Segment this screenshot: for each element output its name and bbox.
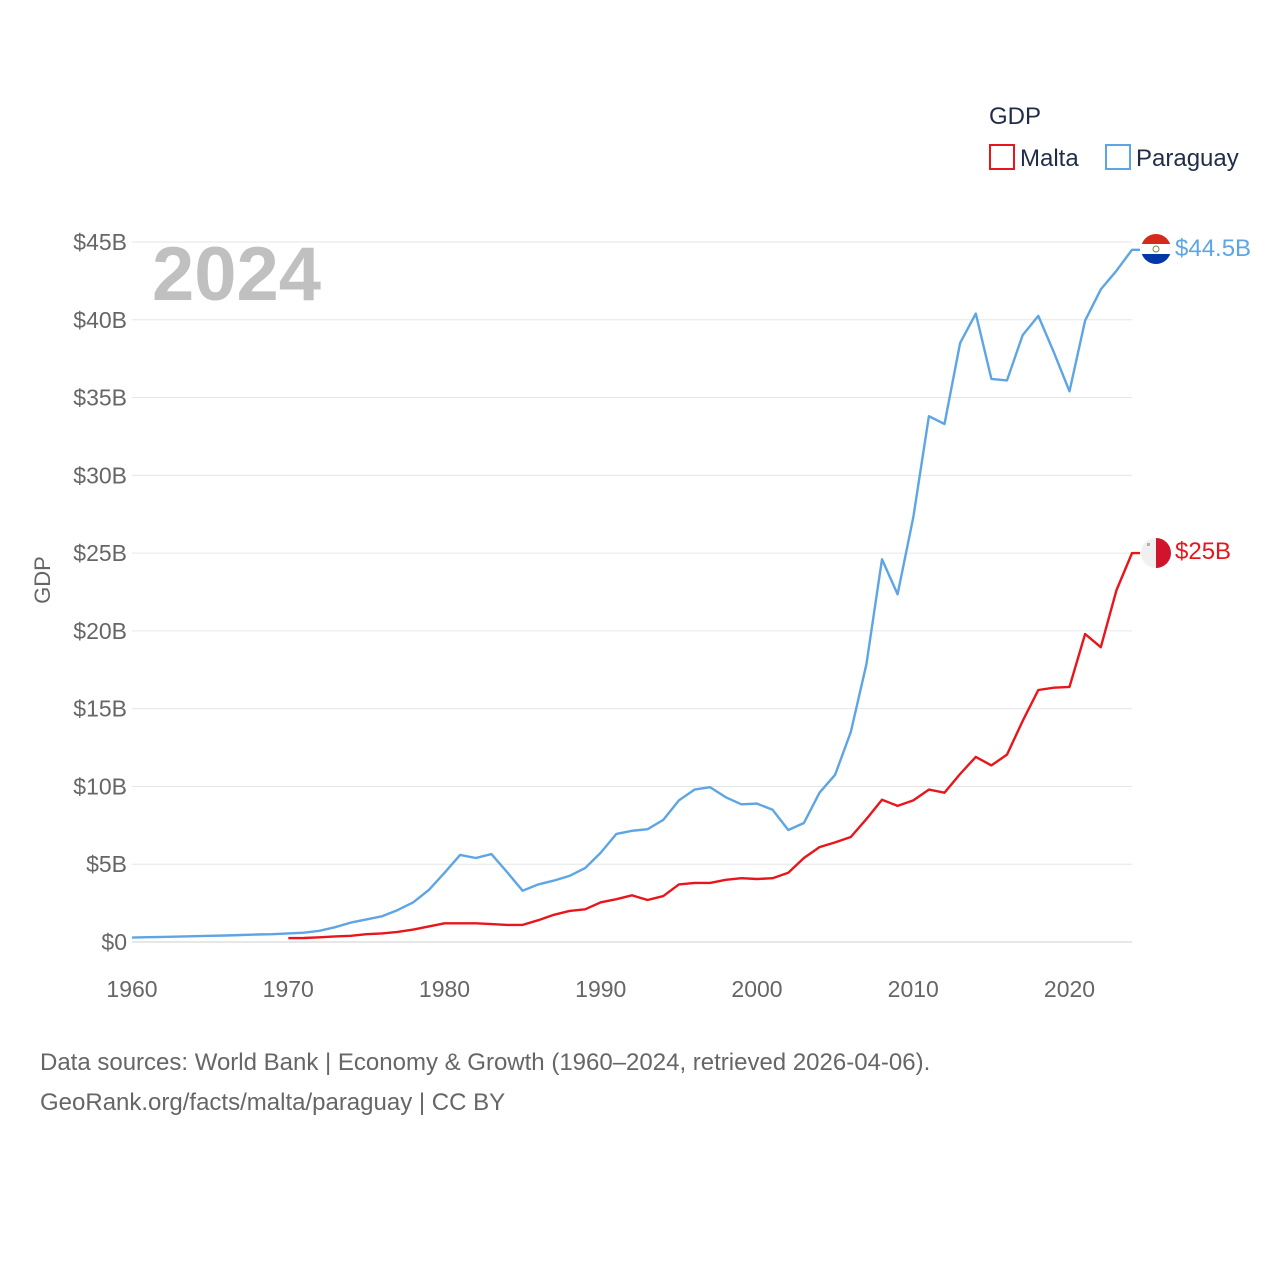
x-tick-label: 1960	[106, 976, 157, 1002]
legend-item-malta[interactable]: Malta	[989, 144, 1079, 172]
x-tick-label: 1970	[263, 976, 314, 1002]
x-tick-label: 2000	[731, 976, 782, 1002]
paraguay-end-label: $44.5B	[1175, 235, 1251, 262]
y-tick-label: $20B	[73, 618, 127, 644]
legend-label-paraguay: Paraguay	[1136, 145, 1239, 172]
source-line-1: Data sources: World Bank | Economy & Gro…	[40, 1049, 931, 1076]
legend-title: GDP	[989, 103, 1041, 130]
malta-end-label: $25B	[1175, 538, 1231, 565]
legend-swatch-paraguay	[1105, 144, 1131, 170]
paraguay-flag-icon	[1141, 234, 1171, 264]
x-tick-label: 1990	[575, 976, 626, 1002]
legend-swatch-malta	[989, 144, 1015, 170]
y-tick-label: $0	[101, 929, 127, 955]
source-line-2[interactable]: GeoRank.org/facts/malta/paraguay | CC BY	[40, 1089, 506, 1116]
series-line-malta	[288, 551, 1140, 940]
y-tick-label: $10B	[73, 773, 127, 799]
y-tick-label: $35B	[73, 385, 127, 411]
y-tick-label: $45B	[73, 229, 127, 255]
y-tick-label: $15B	[73, 696, 127, 722]
source-note: Data sources: World Bank | Economy & Gro…	[40, 1043, 930, 1123]
x-tick-label: 1980	[419, 976, 470, 1002]
y-tick-label: $5B	[86, 851, 127, 877]
year-label: 2024	[152, 232, 321, 317]
y-axis-title: GDP	[30, 556, 55, 604]
grid	[132, 241, 1132, 943]
x-axis-ticks: 1960 1970 1980 1990 2000 2010 2020	[106, 976, 1095, 1002]
legend-label-malta: Malta	[1020, 145, 1079, 172]
series	[131, 248, 1140, 940]
x-tick-label: 2010	[888, 976, 939, 1002]
series-line-paraguay	[131, 248, 1140, 939]
y-tick-label: $25B	[73, 540, 127, 566]
legend-item-paraguay[interactable]: Paraguay	[1105, 144, 1239, 172]
y-axis-ticks: $0 $5B $10B $15B $20B $25B $30B $35B $40B $45B	[73, 229, 127, 955]
y-tick-label: $30B	[73, 462, 127, 488]
x-tick-label: 2020	[1044, 976, 1095, 1002]
malta-flag-icon	[1141, 538, 1171, 568]
y-tick-label: $40B	[73, 307, 127, 333]
